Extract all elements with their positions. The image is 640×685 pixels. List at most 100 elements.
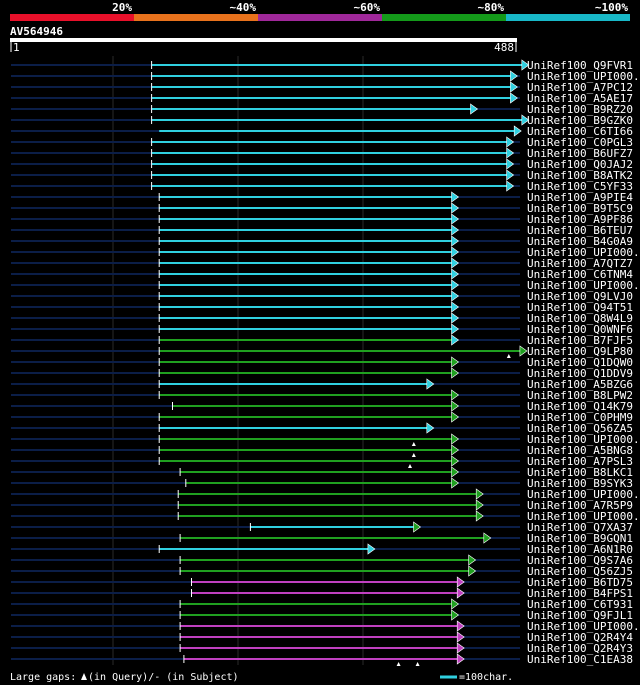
hit-label[interactable]: UniRef100_B6UFZ7: [527, 147, 633, 160]
hit-row: UniRef100_B9GZK0: [11, 114, 633, 127]
hit-label[interactable]: UniRef100_UPI000..: [527, 510, 640, 523]
hit-label[interactable]: UniRef100_A7QTZ7: [527, 257, 633, 270]
hit-label[interactable]: UniRef100_B9RZ20: [527, 103, 633, 116]
hit-row: UniRef100_C6TI66: [11, 125, 633, 138]
hit-arrow-icon: [451, 609, 460, 621]
hit-label[interactable]: UniRef100_Q56ZJ5: [527, 565, 633, 578]
hit-label[interactable]: UniRef100_Q9LP80: [527, 345, 633, 358]
hit-label[interactable]: UniRef100_A7PC12: [527, 81, 633, 94]
hit-label[interactable]: UniRef100_B9T5C9: [527, 202, 633, 215]
hit-label[interactable]: UniRef100_Q8W4L9: [527, 312, 633, 325]
hit-label[interactable]: UniRef100_Q56ZA5: [527, 422, 633, 435]
hit-row: UniRef100_Q9S7A6: [11, 554, 633, 567]
hit-row: UniRef100_Q7XA37: [11, 521, 633, 534]
hit-arrow-icon: [451, 367, 460, 379]
hit-label[interactable]: UniRef100_B7FJF5: [527, 334, 633, 347]
hit-label[interactable]: UniRef100_A5AE17: [527, 92, 633, 105]
hit-label[interactable]: UniRef100_Q94T51: [527, 301, 633, 314]
hit-label[interactable]: UniRef100_B9GZK0: [527, 114, 633, 127]
hit-row: UniRef100_Q1DQW0: [11, 356, 633, 369]
hit-row: UniRef100_UPI000..: [11, 510, 640, 523]
hit-label[interactable]: UniRef100_B8ATK2: [527, 169, 633, 182]
hit-label[interactable]: UniRef100_Q2R4Y4: [527, 631, 633, 644]
hit-row: UniRef100_Q9LVJ0: [11, 290, 633, 303]
query-gap-marker-icon: [81, 673, 87, 680]
hit-label[interactable]: UniRef100_Q0WNF6: [527, 323, 633, 336]
hit-row: UniRef100_C0PGL3: [11, 136, 633, 149]
hit-label[interactable]: UniRef100_Q9FJL1: [527, 609, 633, 622]
hit-arrow-icon: [451, 323, 460, 335]
hit-label[interactable]: UniRef100_A9PF86: [527, 213, 633, 226]
hit-label[interactable]: UniRef100_B6TEU7: [527, 224, 633, 237]
hit-label[interactable]: UniRef100_Q1DDV9: [527, 367, 633, 380]
hit-label[interactable]: UniRef100_C0PHM9: [527, 411, 633, 424]
hit-label[interactable]: UniRef100_UPI000..: [527, 279, 640, 292]
hit-label[interactable]: UniRef100_A9PIE4: [527, 191, 633, 204]
hit-arrow-icon: [451, 213, 460, 225]
hit-label[interactable]: UniRef100_Q1DQW0: [527, 356, 633, 369]
hit-label[interactable]: UniRef100_B4G0A9: [527, 235, 633, 248]
hit-label[interactable]: UniRef100_UPI000..: [527, 620, 640, 633]
hit-label[interactable]: UniRef100_B8LKC1: [527, 466, 633, 479]
hit-label[interactable]: UniRef100_UPI000..: [527, 246, 640, 259]
hit-label[interactable]: UniRef100_Q7XA37: [527, 521, 633, 534]
hit-arrow-icon: [451, 477, 460, 489]
hit-arrow-icon: [451, 455, 460, 467]
hit-label[interactable]: UniRef100_C5YF33: [527, 180, 633, 193]
legend-label-1: 20%: [112, 1, 132, 14]
hit-label[interactable]: UniRef100_Q9LVJ0: [527, 290, 633, 303]
hit-row: UniRef100_A6N1R0: [11, 543, 633, 556]
hit-label[interactable]: UniRef100_B6TD75: [527, 576, 633, 589]
hit-arrow-icon: [468, 565, 477, 577]
query-gap-marker: [396, 662, 401, 666]
hit-label[interactable]: UniRef100_B9SYK3: [527, 477, 633, 490]
hit-label[interactable]: UniRef100_Q9FVR1: [527, 59, 633, 72]
hit-arrow-icon: [413, 521, 422, 533]
hit-row: UniRef100_B9T5C9: [11, 202, 633, 215]
hit-arrow-icon: [426, 378, 435, 390]
hit-label[interactable]: UniRef100_A5BZG6: [527, 378, 633, 391]
hit-label[interactable]: UniRef100_A5BNG8: [527, 444, 633, 457]
hit-arrow-icon: [451, 202, 460, 214]
hit-arrow-icon: [456, 653, 465, 665]
hit-label[interactable]: UniRef100_UPI000..: [527, 488, 640, 501]
query-gap-marker: [411, 453, 416, 457]
hit-arrow-icon: [451, 312, 460, 324]
hit-label[interactable]: UniRef100_Q2R4Y3: [527, 642, 633, 655]
hit-label[interactable]: UniRef100_Q0JAJ2: [527, 158, 633, 171]
hit-label[interactable]: UniRef100_UPI000..: [527, 433, 640, 446]
hit-label[interactable]: UniRef100_Q9S7A6: [527, 554, 633, 567]
query-end-label: 488: [494, 41, 514, 54]
legend-label-4: ~80%: [478, 1, 505, 14]
hit-row: UniRef100_Q56ZA5: [11, 422, 633, 435]
hit-arrow-icon: [451, 268, 460, 280]
hit-label[interactable]: UniRef100_C6TNM4: [527, 268, 633, 281]
hit-label[interactable]: UniRef100_UPI000..: [527, 70, 640, 83]
hit-arrow-icon: [468, 554, 477, 566]
hit-arrow-icon: [451, 411, 460, 423]
hit-arrow-icon: [451, 246, 460, 258]
hit-arrow-icon: [451, 279, 460, 291]
hit-label[interactable]: UniRef100_B9GQN1: [527, 532, 633, 545]
hit-list: UniRef100_Q9FVR1UniRef100_UPI000..UniRef…: [11, 59, 640, 666]
hit-label[interactable]: UniRef100_C1EA38: [527, 653, 633, 666]
query-gap-marker: [415, 662, 420, 666]
hit-label[interactable]: UniRef100_C0PGL3: [527, 136, 633, 149]
hit-label[interactable]: UniRef100_A7PSL3: [527, 455, 633, 468]
hit-arrow-icon: [475, 499, 484, 511]
hit-label[interactable]: UniRef100_Q14K79: [527, 400, 633, 413]
hit-row: UniRef100_B9RZ20: [11, 103, 633, 116]
legend-segment-5: [506, 14, 630, 21]
hit-row: UniRef100_B6TEU7: [11, 224, 633, 237]
hit-row: UniRef100_A5AE17: [11, 92, 633, 105]
hit-label[interactable]: UniRef100_B8LPW2: [527, 389, 633, 402]
hit-label[interactable]: UniRef100_A6N1R0: [527, 543, 633, 556]
hit-arrow-icon: [426, 422, 435, 434]
hit-label[interactable]: UniRef100_B4FPS1: [527, 587, 633, 600]
hit-row: UniRef100_Q9FJL1: [11, 609, 633, 622]
hit-label[interactable]: UniRef100_C6T931: [527, 598, 633, 611]
query-gap-marker: [411, 442, 416, 446]
hit-label[interactable]: UniRef100_C6TI66: [527, 125, 633, 138]
hit-label[interactable]: UniRef100_A7R5P9: [527, 499, 633, 512]
hit-arrow-icon: [519, 345, 528, 357]
